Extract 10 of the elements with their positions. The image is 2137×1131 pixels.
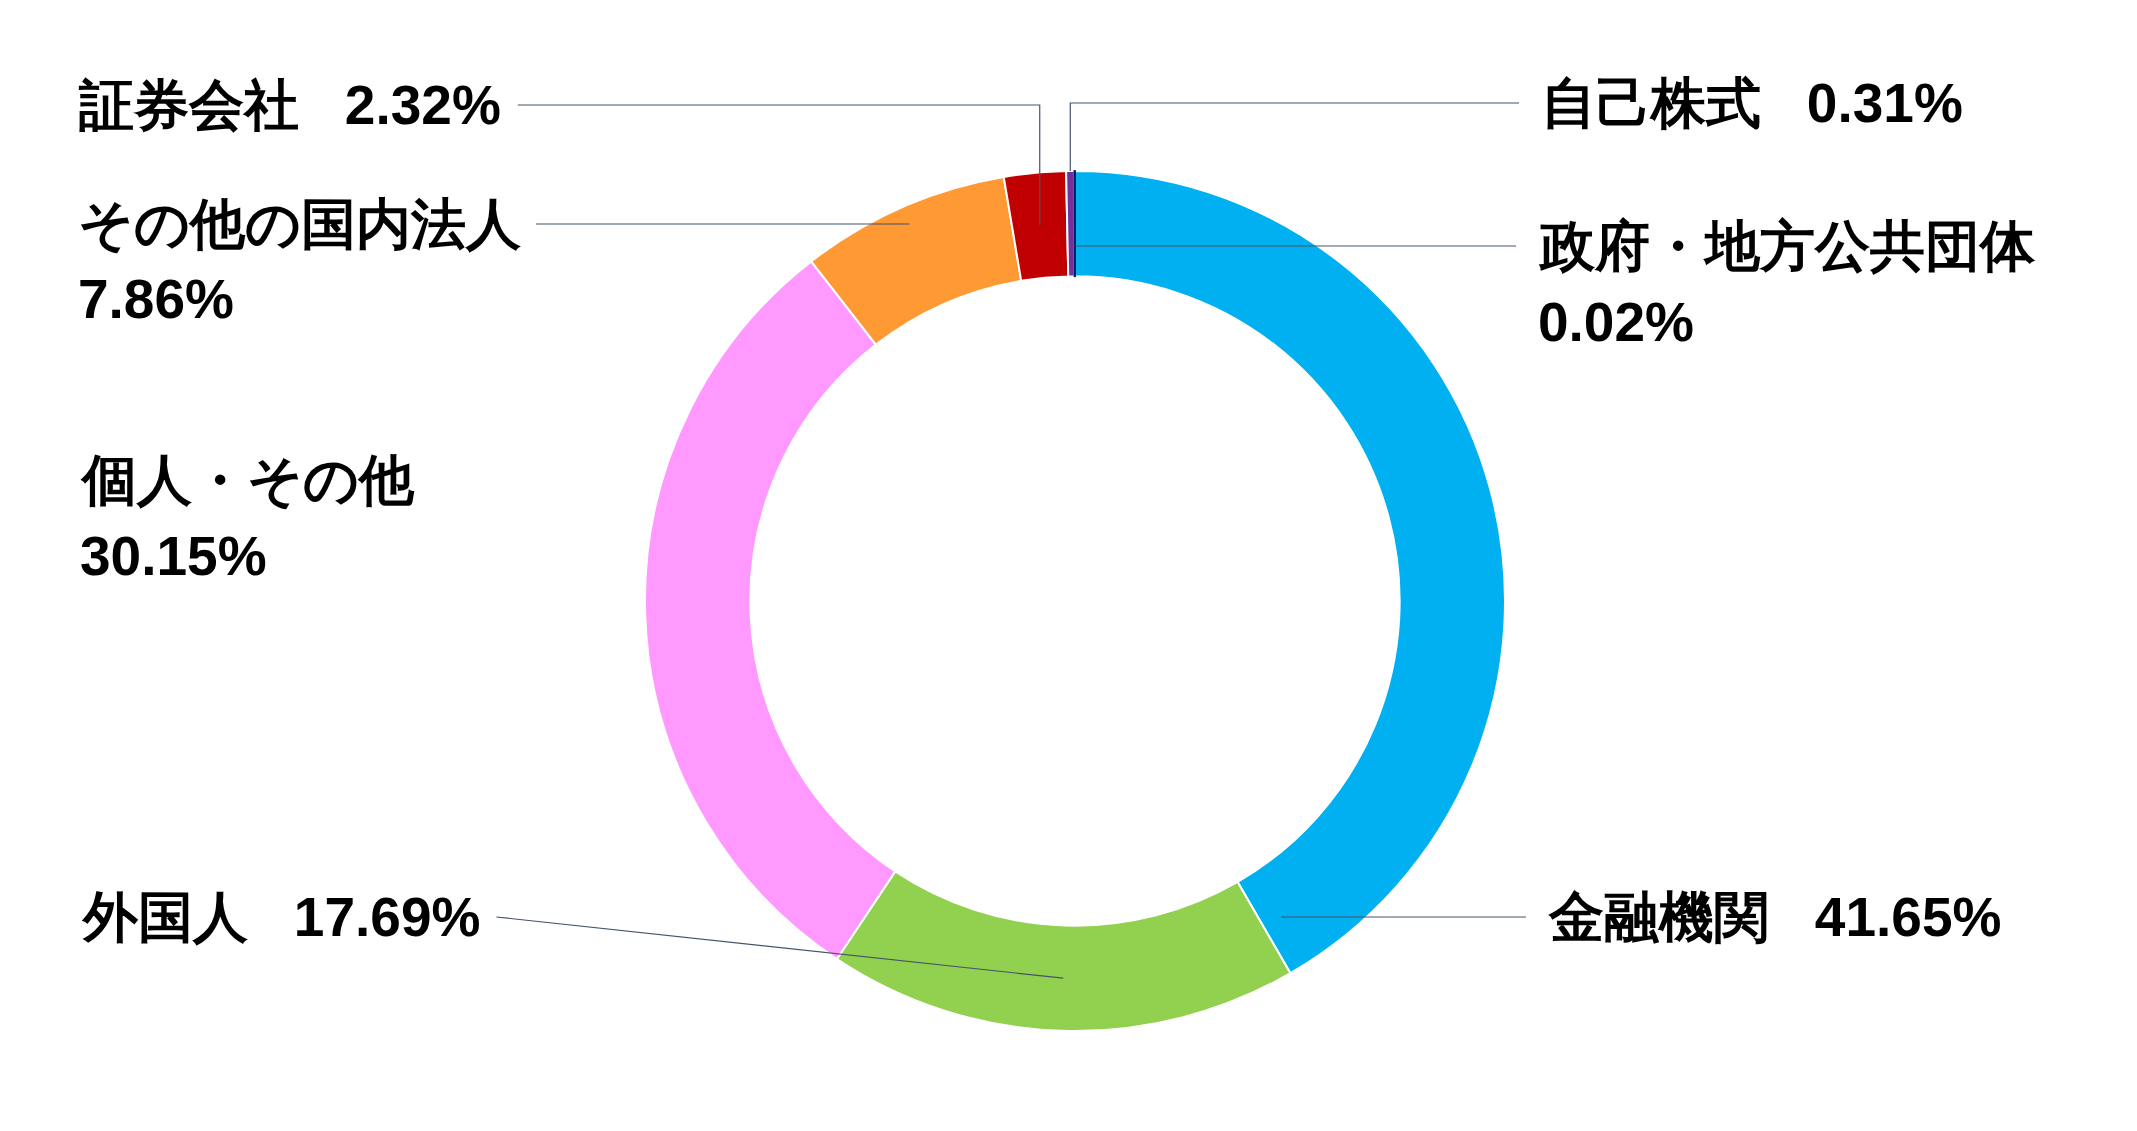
slice-label: 自己株式 0.31% — [1541, 72, 1963, 134]
data-label: 30.15% — [80, 525, 267, 587]
slice-label: 政府・地方公共団体 — [1538, 215, 2036, 277]
slice-label: 個人・その他 — [80, 449, 415, 511]
slice-label: 金融機関 41.65% — [1548, 886, 2002, 948]
slice-label: 証券会社 2.32% — [78, 74, 501, 136]
slice-label: 外国人 17.69% — [81, 886, 481, 948]
data-label: 0.02% — [1538, 291, 1694, 353]
slice-label: その他の国内法人 — [78, 193, 521, 255]
data-label: 7.86% — [78, 268, 234, 330]
